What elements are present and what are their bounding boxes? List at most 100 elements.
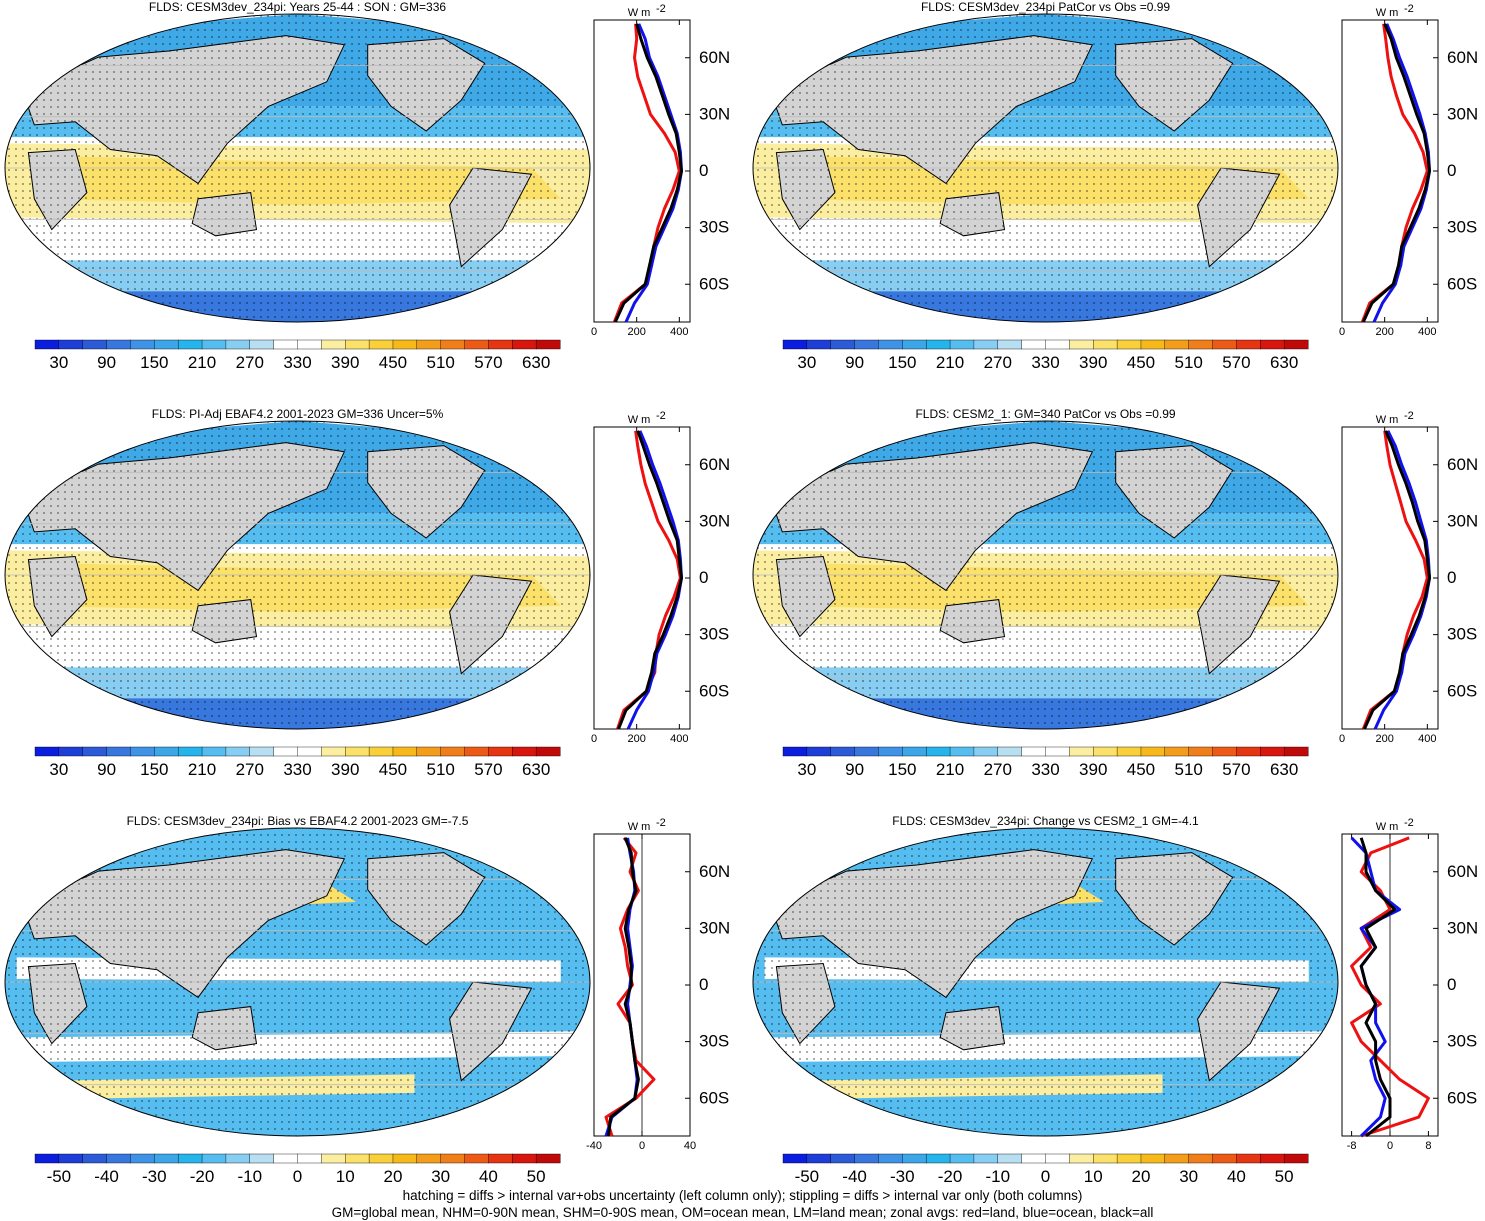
x-tick-label: 200 [1375,733,1393,745]
map-title: FLDS: CESM3dev_234pi: Change vs CESM2_1 … [892,814,1199,828]
zonal-unit: W m [628,7,651,19]
x-tick-label: 400 [670,326,688,338]
zonal-panel-5: W m -2 60N 30N 0 30S 60S -40 0 40 [586,817,730,1152]
x-tick-label: -40 [586,1140,602,1152]
colorbar-box [34,746,60,757]
colorbar-box [34,339,60,350]
colorbar-box [154,339,179,350]
colorbar-label: 270 [236,353,264,372]
zonal-unit-sup: -2 [1404,410,1414,422]
lat-tick-label: 60S [699,681,729,700]
colorbar-box [925,339,951,350]
colorbar-box [440,1153,466,1164]
colorbar-box [949,339,975,350]
x-tick-label: 400 [670,733,688,745]
zonal-unit: W m [628,414,651,426]
colorbar-box [249,746,275,757]
colorbar-label: 20 [1131,1167,1150,1186]
map-border [4,13,591,323]
colorbar-box [488,746,513,757]
zonal-panel-2: W m -2 60N 30N 0 30S 60S 0 200 400 [1339,3,1478,338]
lat-tick-label: 0 [699,975,708,994]
colorbar-label: -20 [938,1167,963,1186]
lat-tick-label: 30N [1447,104,1478,123]
land-mask [484,28,533,52]
colorbar-box [1260,1153,1285,1164]
colorbar-box [949,1153,975,1164]
colorbar-box [1260,746,1285,757]
map-border [4,827,591,1137]
zonal-frame [1341,426,1439,730]
x-tick-label: 200 [627,326,645,338]
map-border [4,420,591,730]
colorbar-label: 30 [49,353,68,372]
colorbar-label: 210 [936,353,964,372]
colorbar-box [345,339,370,350]
colorbar-box [902,746,927,757]
colorbar-box [297,339,322,350]
map-panel-6: FLDS: CESM3dev_234pi: Change vs CESM2_1 … [752,814,1339,1137]
colorbar-box [201,339,227,350]
colorbar-box [201,1153,227,1164]
map-panel-2: FLDS: CESM3dev_234pi PatCor vs Obs =0.99 [752,0,1339,323]
colorbar-label: 150 [888,353,916,372]
colorbar-label: 510 [1174,760,1202,779]
colorbar-box [830,746,856,757]
colorbar-label: -40 [842,1167,867,1186]
colorbar-box [1236,746,1261,757]
colorbar-box [82,339,108,350]
colorbar-box [782,746,808,757]
lat-tick-label: 60S [1447,1088,1477,1107]
map-border [752,13,1339,323]
colorbar-label: 630 [522,760,550,779]
map-title: FLDS: CESM3dev_234pi: Bias vs EBAF4.2 20… [127,814,469,828]
colorbar-5: -50 -40 -30 -20 -10 0 10 20 30 40 50 [34,1153,561,1186]
colorbar-label: 10 [336,1167,355,1186]
x-tick-label: -8 [1347,1140,1357,1152]
colorbar-box [416,339,442,350]
zonal-line-all [606,837,640,1137]
colorbar-box [1116,339,1142,350]
colorbar-label: 450 [1127,353,1155,372]
colorbar-label: 0 [293,1167,302,1186]
colorbar-box [1236,339,1261,350]
colorbar-label: 570 [474,353,502,372]
colorbar-box [464,1153,489,1164]
colorbar-box [1069,1153,1094,1164]
lat-tick-label: 60N [699,862,730,881]
colorbar-box [297,1153,322,1164]
lat-tick-label: 30S [699,625,729,644]
colorbar-label: 510 [1174,353,1202,372]
colorbar-box [902,1153,927,1164]
colorbar-box [949,746,975,757]
colorbar-box [201,746,227,757]
colorbar-label: 30 [431,1167,450,1186]
zonal-unit-sup: -2 [656,817,666,829]
land-mask [1232,435,1281,459]
colorbar-box [392,746,418,757]
lat-tick-label: 30S [1447,625,1477,644]
colorbar-box [1283,746,1309,757]
colorbar-box [464,339,489,350]
colorbar-box [1140,1153,1166,1164]
colorbar-box [488,339,513,350]
colorbar-label: 30 [797,760,816,779]
colorbar-label: 90 [97,353,116,372]
lat-tick-label: 30S [699,1032,729,1051]
map-field [5,828,590,1136]
colorbar-label: 330 [1031,353,1059,372]
x-tick-label: 0 [1339,733,1345,745]
zonal-line-all [613,23,683,323]
colorbar-box [535,746,561,757]
colorbar-box [925,1153,951,1164]
zonal-line-all [1363,430,1431,730]
colorbar-box [440,339,466,350]
colorbar-label: 450 [1127,760,1155,779]
map-title: FLDS: CESM3dev_234pi PatCor vs Obs =0.99 [921,0,1170,14]
lat-tick-label: 0 [1447,161,1456,180]
zonal-panel-1: W m -2 60N 30N 0 30S 60S 0 200 400 [591,3,730,338]
colorbar-box [535,339,561,350]
colorbar-box [854,1153,879,1164]
colorbar-box [1140,746,1166,757]
colorbar-label: 330 [283,353,311,372]
